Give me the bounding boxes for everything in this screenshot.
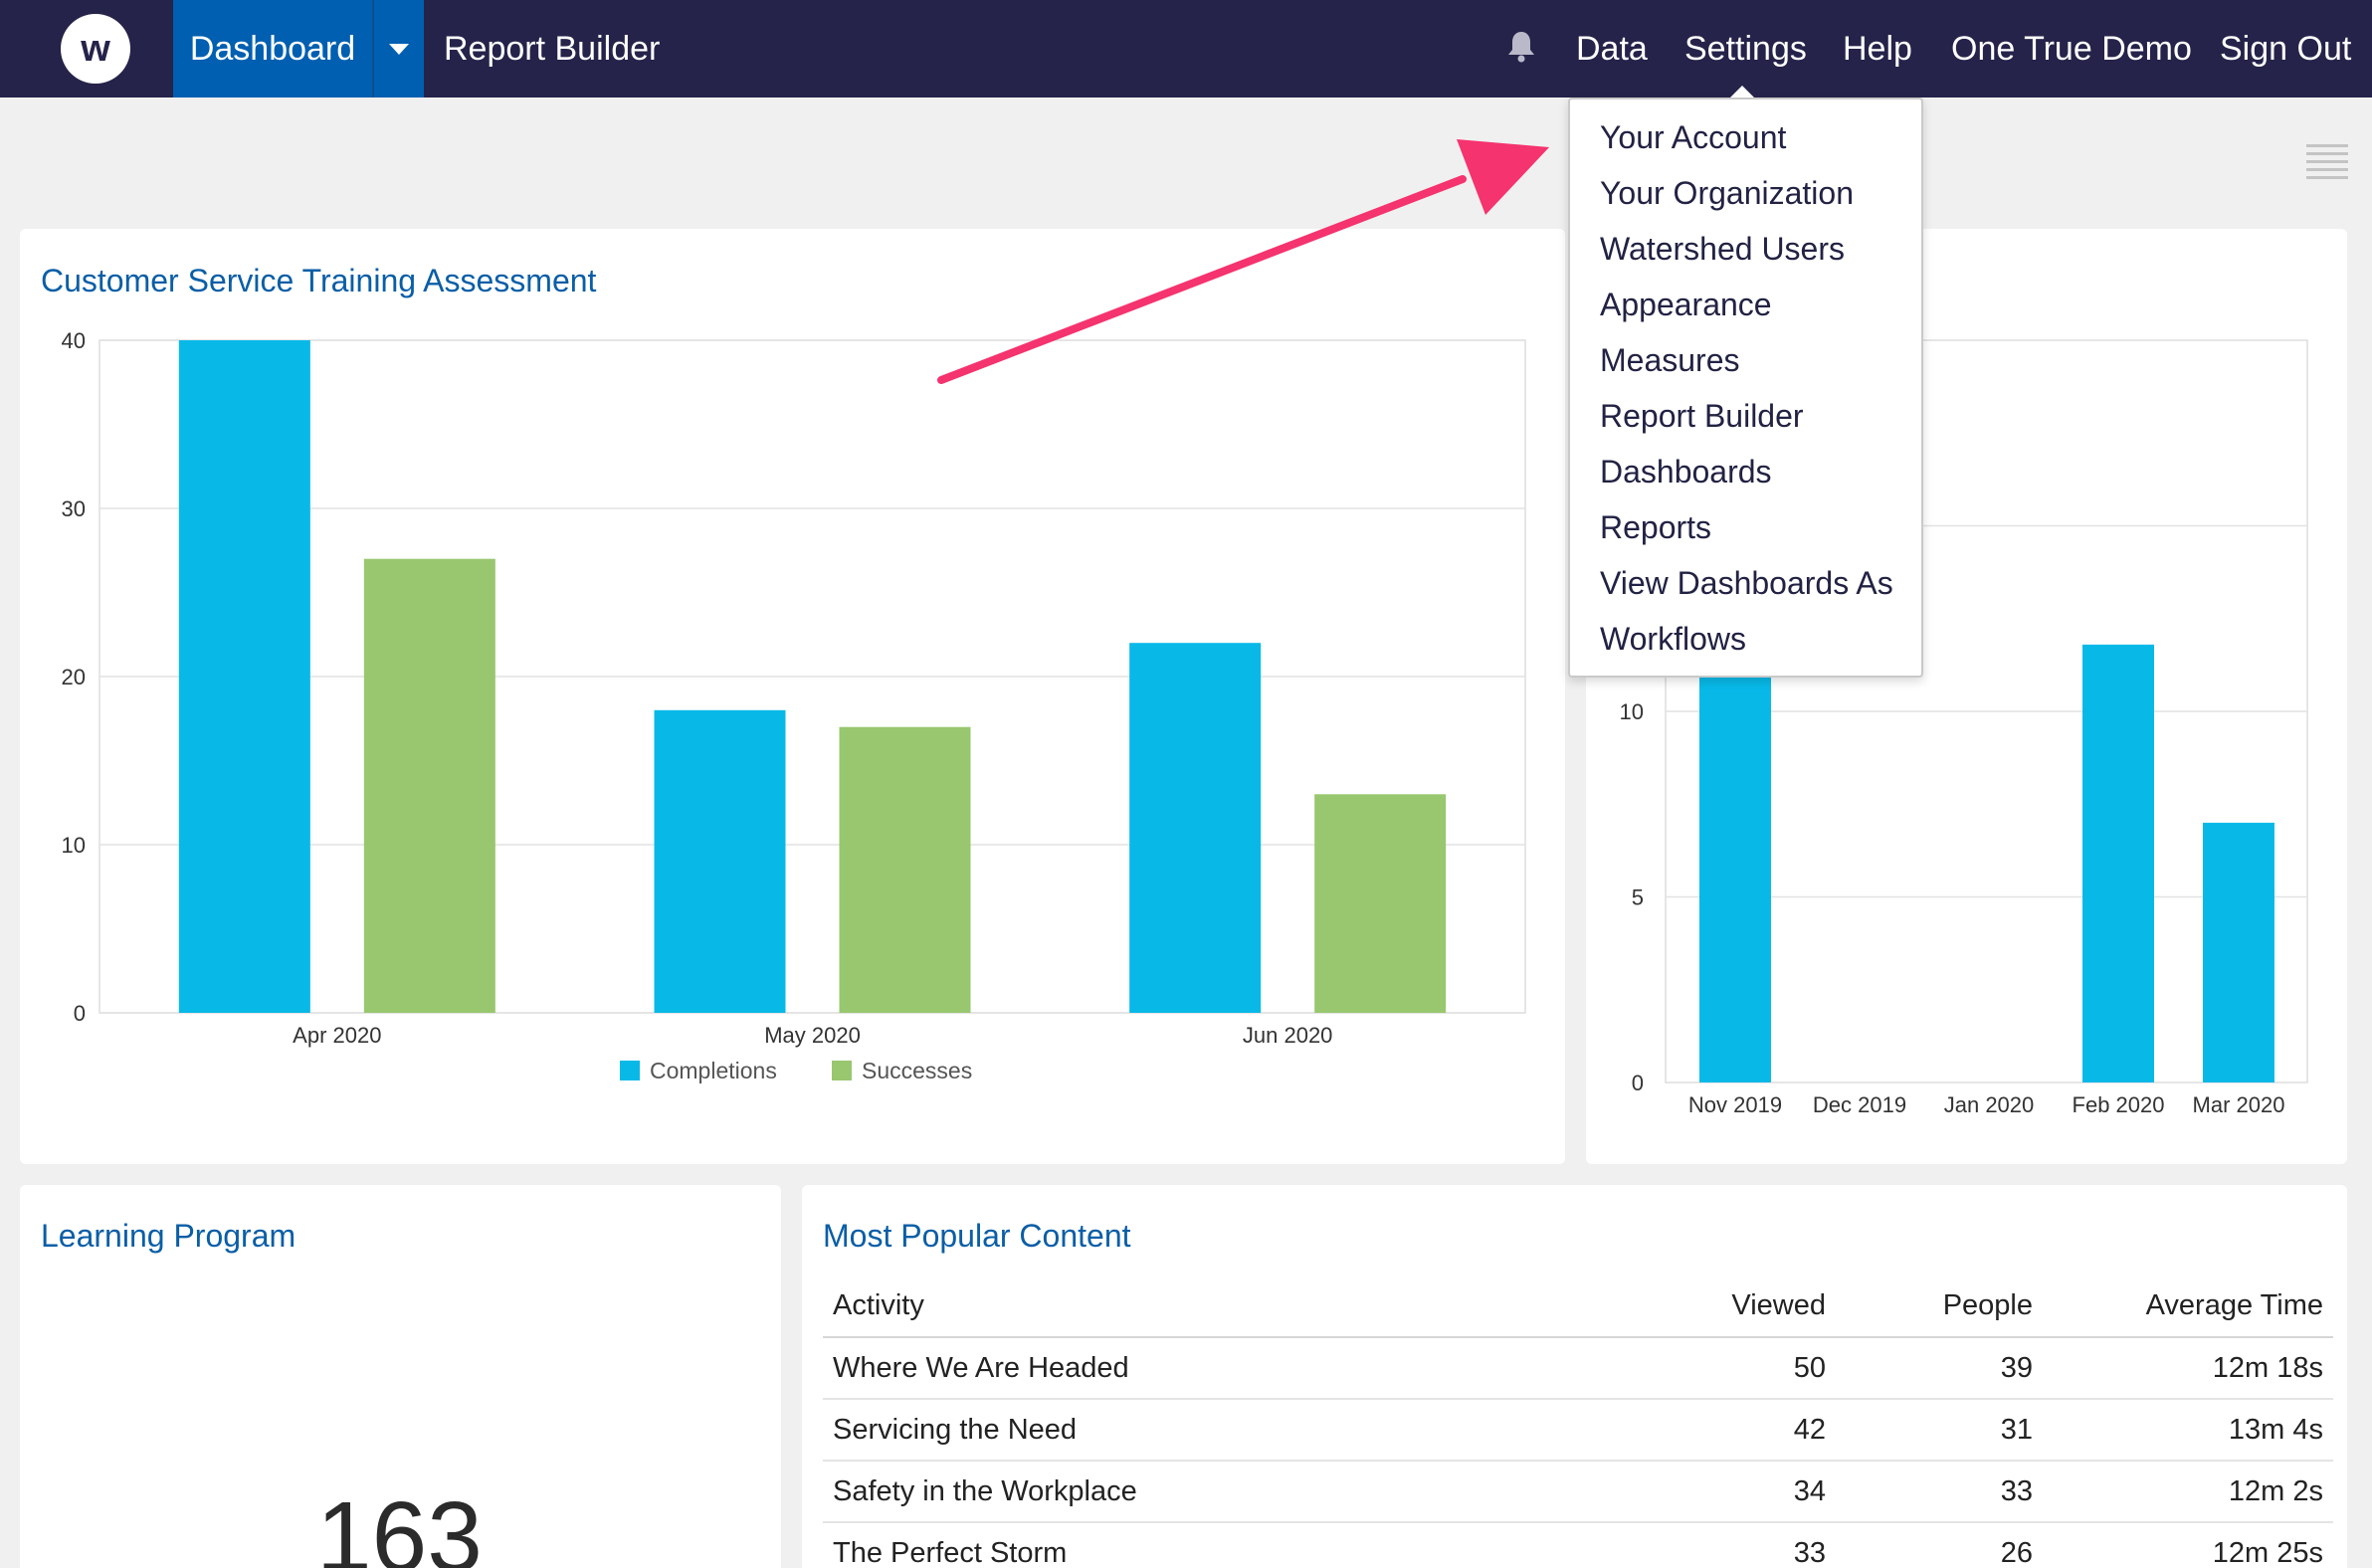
average-time-cell: 12m 2s — [2043, 1461, 2333, 1523]
column-header-viewed[interactable]: Viewed — [1579, 1275, 1836, 1338]
column-header-people[interactable]: People — [1836, 1275, 2043, 1338]
nav-report-builder[interactable]: Report Builder — [444, 29, 661, 68]
y-tick-label: 5 — [1632, 885, 1644, 910]
popular-card-title: Most Popular Content — [823, 1218, 1131, 1254]
cst-bar-chart: 0 10 20 30 40 Apr 2020 May 2020 Jun 2020 Complet… — [62, 328, 1526, 1083]
average-time-cell: 12m 25s — [2043, 1522, 2333, 1568]
x-tick-label: Nov 2019 — [1688, 1092, 1782, 1117]
table-row[interactable]: The Perfect Storm 33 26 12m 25s — [823, 1522, 2333, 1568]
average-time-cell: 12m 18s — [2043, 1337, 2333, 1400]
y-tick-label: 0 — [1632, 1071, 1644, 1095]
people-cell: 31 — [1836, 1399, 2043, 1462]
viewed-cell: 33 — [1579, 1522, 1836, 1568]
viewed-cell: 42 — [1579, 1399, 1836, 1462]
activity-cell: The Perfect Storm — [823, 1522, 1579, 1568]
menu-item-watershed-users[interactable]: Watershed Users — [1600, 230, 1845, 267]
bar-completions — [654, 709, 786, 1013]
logo-letter: w — [81, 28, 110, 70]
bar-completions — [178, 340, 310, 1013]
table-row[interactable]: Safety in the Workplace 34 33 12m 2s — [823, 1461, 2333, 1523]
menu-item-appearance[interactable]: Appearance — [1600, 286, 1772, 322]
activity-cell: Where We Are Headed — [823, 1337, 1579, 1400]
settings-dropdown-menu: Your Account Your Organization Watershed… — [1568, 98, 1923, 678]
x-tick-label: Feb 2020 — [2073, 1092, 2165, 1117]
dashboard-dropdown-toggle[interactable] — [372, 0, 424, 98]
people-cell: 26 — [1836, 1522, 2043, 1568]
learning-program-card — [20, 1185, 781, 1568]
viewed-cell: 50 — [1579, 1337, 1836, 1400]
bar — [2082, 644, 2154, 1082]
menu-item-your-organization[interactable]: Your Organization — [1600, 174, 1854, 211]
popular-content-table: Activity Viewed People Average Time Wher… — [823, 1275, 2333, 1568]
people-cell: 39 — [1836, 1337, 2043, 1400]
menu-item-dashboards[interactable]: Dashboards — [1600, 453, 1772, 490]
bar-successes — [363, 558, 495, 1013]
nav-help[interactable]: Help — [1843, 29, 1912, 68]
activity-cell: Servicing the Need — [823, 1399, 1579, 1462]
learning-program-value: 163 — [316, 1481, 483, 1568]
average-time-cell: 13m 4s — [2043, 1399, 2333, 1462]
legend-label: Successes — [862, 1058, 972, 1083]
menu-item-view-dashboards-as[interactable]: View Dashboards As — [1600, 564, 1893, 601]
x-tick-label: Jun 2020 — [1243, 1023, 1333, 1048]
menu-item-your-account[interactable]: Your Account — [1600, 118, 1787, 155]
watershed-logo[interactable]: w — [61, 14, 130, 84]
x-tick-label: Mar 2020 — [2193, 1092, 2285, 1117]
menu-item-workflows[interactable]: Workflows — [1600, 620, 1746, 657]
menu-item-report-builder[interactable]: Report Builder — [1600, 397, 1804, 434]
nav-org-name[interactable]: One True Demo — [1951, 29, 2192, 68]
nav-dashboard-button[interactable]: Dashboard — [173, 0, 372, 98]
column-header-average-time[interactable]: Average Time — [2043, 1275, 2333, 1338]
column-header-activity[interactable]: Activity — [823, 1275, 1579, 1338]
chevron-down-icon — [389, 43, 409, 55]
bell-icon[interactable] — [1506, 30, 1536, 64]
y-tick-label: 10 — [62, 833, 86, 858]
list-view-icon[interactable] — [2306, 144, 2348, 182]
bar — [2203, 822, 2274, 1082]
y-tick-label: 0 — [74, 1001, 86, 1026]
x-tick-label: Dec 2019 — [1813, 1092, 1906, 1117]
table-row[interactable]: Servicing the Need 42 31 13m 4s — [823, 1399, 2333, 1462]
y-tick-label: 10 — [1620, 699, 1644, 724]
y-tick-label: 30 — [62, 496, 86, 521]
settings-menu-pointer — [1730, 86, 1754, 98]
people-cell: 33 — [1836, 1461, 2043, 1523]
menu-item-reports[interactable]: Reports — [1600, 508, 1712, 545]
bar-completions — [1129, 643, 1262, 1013]
legend-swatch-successes — [832, 1061, 852, 1080]
nav-data[interactable]: Data — [1576, 29, 1648, 68]
y-tick-label: 40 — [62, 328, 86, 353]
viewed-cell: 34 — [1579, 1461, 1836, 1523]
x-tick-label: May 2020 — [764, 1023, 861, 1048]
learning-card-title: Learning Program — [41, 1218, 296, 1254]
nav-sign-out[interactable]: Sign Out — [2220, 29, 2352, 68]
x-tick-label: Apr 2020 — [293, 1023, 381, 1048]
table-row[interactable]: Where We Are Headed 50 39 12m 18s — [823, 1337, 2333, 1400]
top-nav: w Dashboard Report Builder Data Settings… — [0, 0, 2372, 98]
legend-label: Completions — [650, 1058, 777, 1083]
table-header-row: Activity Viewed People Average Time — [823, 1275, 2333, 1338]
cst-card-title: Customer Service Training Assessment — [41, 263, 597, 298]
activity-cell: Safety in the Workplace — [823, 1461, 1579, 1523]
y-tick-label: 20 — [62, 665, 86, 689]
nav-settings[interactable]: Settings — [1684, 29, 1807, 68]
x-tick-label: Jan 2020 — [1944, 1092, 2035, 1117]
legend-swatch-completions — [620, 1061, 640, 1080]
menu-item-measures[interactable]: Measures — [1600, 341, 1740, 378]
bar-successes — [1314, 794, 1447, 1013]
bar-successes — [839, 726, 971, 1013]
